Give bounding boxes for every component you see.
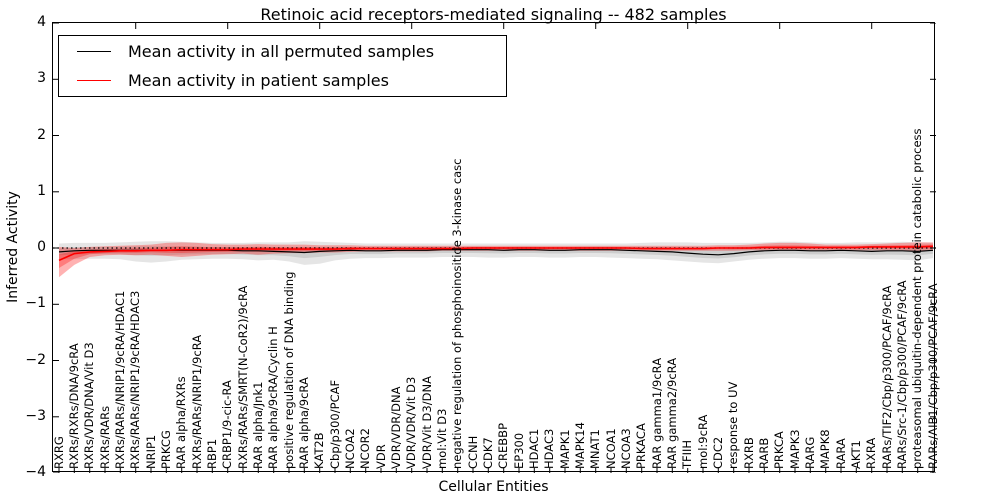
axis-ticks — [53, 23, 936, 473]
x-axis-title: Cellular Entities — [438, 479, 549, 495]
y-tick-label: −1 — [25, 295, 46, 312]
permuted-line-swatch-icon — [77, 50, 111, 52]
band-permuted-outer — [59, 241, 933, 265]
y-tick-label: 4 — [37, 14, 46, 30]
line-patient-mean — [58, 245, 934, 262]
patient-line-swatch-icon — [77, 80, 111, 82]
y-tick-label: 0 — [37, 239, 46, 255]
y-tick-label: −2 — [25, 351, 46, 368]
band-patient-inner — [59, 244, 933, 268]
legend: Mean activity in all permuted samples Me… — [58, 35, 507, 97]
plot-area: RXRG RXRs/RXRs/DNA/9cRA RXRs/VDR/DNA/Vit D… — [52, 22, 940, 473]
chart-title: Retinoic acid receptors-mediated signali… — [260, 5, 727, 24]
y-tick-label: 3 — [37, 70, 46, 87]
legend-label-permuted: Mean activity in all permuted samples — [128, 41, 435, 61]
legend-item-permuted: Mean activity in all permuted samples — [59, 37, 506, 65]
y-tick-label: −4 — [25, 464, 46, 480]
chart-canvas — [53, 23, 936, 473]
legend-label-patient: Mean activity in patient samples — [128, 71, 389, 91]
legend-item-patient: Mean activity in patient samples — [59, 67, 506, 95]
y-tick-label: 2 — [37, 126, 46, 143]
y-tick-label: 1 — [37, 182, 46, 199]
y-tick-label: −3 — [25, 407, 46, 424]
